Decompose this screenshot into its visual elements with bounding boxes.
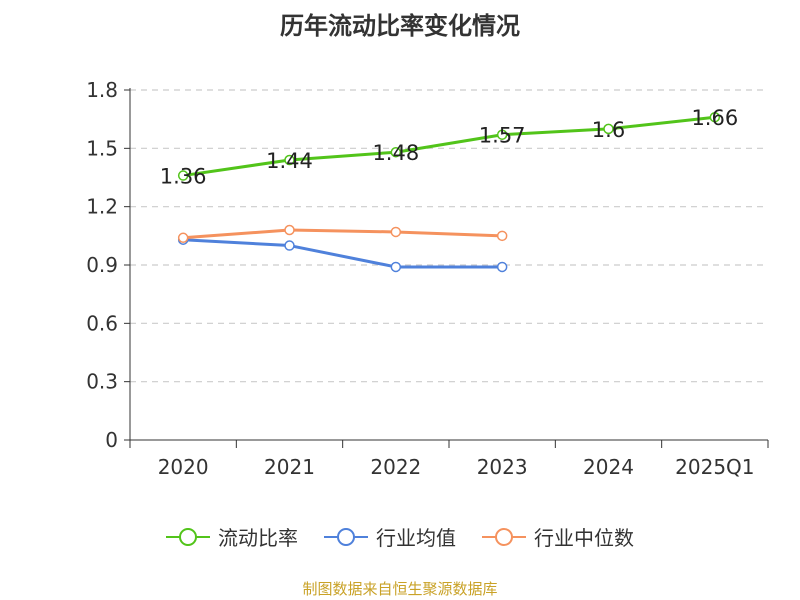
data-point — [709, 111, 721, 123]
y-tick-label: 0.6 — [86, 311, 118, 335]
legend-marker-green — [166, 527, 210, 546]
x-tick-label: 2024 — [583, 455, 634, 479]
data-point — [284, 240, 295, 251]
axis-layer: 0 0.3 0.6 0.9 1.2 1.5 1.8 2020 2021 2022 2023 2024 2… — [86, 78, 769, 479]
x-tick-label: 2020 — [158, 455, 209, 479]
source-note: 制图数据来自恒生聚源数据库 — [302, 580, 498, 598]
legend-marker-orange — [482, 527, 526, 546]
data-point — [177, 170, 189, 181]
series-line — [183, 238, 503, 269]
series-line — [183, 228, 503, 240]
y-tick-label: 1.8 — [86, 78, 118, 102]
data-label: 1.6 — [592, 118, 625, 142]
grid-layer — [130, 89, 768, 383]
legend-item-industry-mean[interactable]: 行业均值 — [324, 522, 456, 551]
data-label: 1.57 — [479, 124, 526, 148]
data-label: 1.44 — [266, 149, 313, 173]
series-line — [182, 115, 715, 178]
data-point — [496, 129, 508, 140]
x-tick-label: 2023 — [477, 455, 528, 479]
x-tick-label: 2025Q1 — [675, 455, 754, 479]
data-label: 1.66 — [691, 106, 738, 130]
legend-item-industry-median[interactable]: 行业中位数 — [482, 522, 634, 551]
data-point — [496, 230, 508, 242]
series-layer — [177, 111, 721, 273]
y-tick-label: 1.5 — [86, 136, 118, 160]
y-tick-label: 0.9 — [86, 253, 118, 277]
data-point — [390, 146, 402, 158]
y-tick-label: 0 — [105, 428, 118, 452]
data-label-layer: 1.36 1.44 1.48 1.57 1.6 1.66 — [160, 106, 738, 188]
data-point — [284, 154, 295, 166]
y-tick-label: 1.2 — [86, 195, 118, 219]
data-point — [284, 224, 295, 236]
x-tick-label: 2022 — [370, 455, 421, 479]
legend: 流动比率 行业均值 行业中位数 — [0, 522, 800, 551]
data-point — [603, 123, 614, 135]
legend-label: 行业均值 — [376, 526, 456, 550]
data-point — [390, 261, 402, 273]
x-tick-label: 2021 — [264, 455, 315, 479]
data-point — [390, 226, 402, 238]
data-point — [496, 261, 508, 273]
legend-item-current-ratio[interactable]: 流动比率 — [166, 522, 298, 551]
legend-label: 行业中位数 — [534, 526, 634, 550]
data-label: 1.48 — [372, 141, 419, 165]
legend-marker-blue — [324, 527, 368, 546]
legend-label: 流动比率 — [218, 526, 298, 550]
y-tick-label: 0.3 — [86, 370, 118, 394]
data-point — [177, 232, 189, 244]
data-label: 1.36 — [160, 165, 207, 189]
chart-title: 历年流动比率变化情况 — [280, 12, 520, 40]
